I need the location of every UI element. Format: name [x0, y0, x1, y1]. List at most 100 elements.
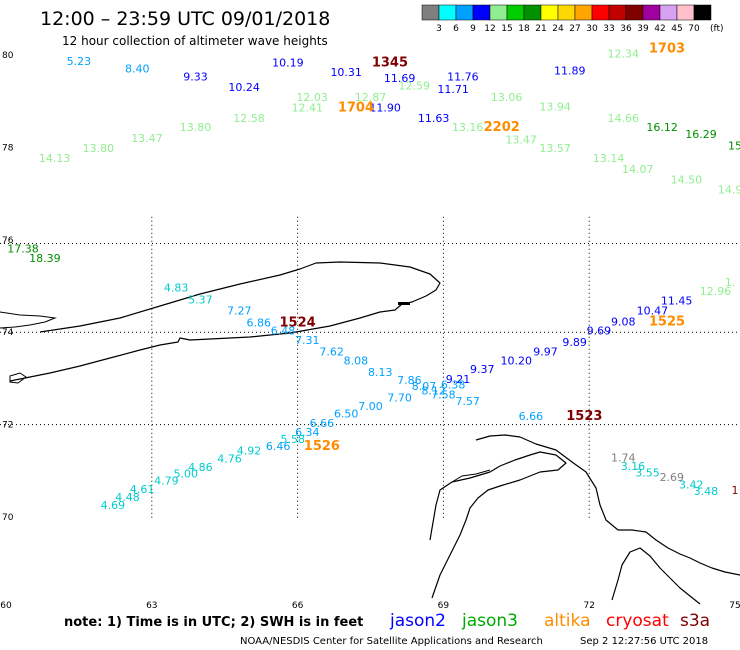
scale-label: 39	[637, 24, 649, 34]
wave-height-value: 7.58	[431, 389, 456, 402]
pass-time-label: 1524	[280, 316, 316, 331]
scale-label: 6	[453, 24, 459, 34]
wave-height-value: 3.16	[621, 460, 646, 473]
wave-height-value: 4.76	[217, 452, 242, 465]
wave-height-value: 13.06	[491, 91, 523, 104]
wave-height-value: 9.69	[587, 325, 612, 338]
pass-time-label: 1526	[304, 439, 340, 454]
wave-height-value: 6.34	[295, 426, 320, 439]
wave-height-value: 7.57	[455, 395, 480, 408]
wave-height-value: 5.37	[188, 294, 213, 307]
satellite-legend: jason2 jason3 altika cryosat s3a	[389, 611, 710, 631]
pass-time-label: 1704	[338, 100, 374, 115]
legend-entry-jason2: jason2	[389, 611, 446, 631]
wave-height-value: 16.12	[646, 121, 678, 134]
wave-height-value: 17.38	[7, 243, 39, 256]
pass-time-label: 1703	[649, 42, 685, 57]
wave-height-value: 3.48	[694, 485, 719, 498]
wave-height-value: 4.69	[101, 499, 126, 512]
wave-height-value: 11.69	[384, 72, 416, 85]
pass-time-label: 1525	[649, 314, 685, 329]
map-subtitle: 12 hour collection of altimeter wave hei…	[62, 34, 328, 48]
scale-unit: (ft)	[710, 24, 724, 34]
wave-height-value: 13.47	[505, 134, 537, 147]
wave-height-value: 12.87	[355, 91, 387, 104]
latitude-label: 74	[2, 328, 14, 338]
wave-height-value: 6.50	[334, 408, 359, 421]
coastline-yamal	[429, 451, 567, 599]
wave-height-value: 12.34	[607, 47, 639, 60]
scale-label: 21	[535, 24, 546, 34]
scale-swatch	[540, 4, 559, 21]
scale-swatch	[472, 4, 491, 21]
wave-height-value: 6.86	[246, 317, 271, 330]
wave-height-value: 14.50	[671, 173, 703, 186]
longitude-label: 63	[146, 601, 157, 611]
wave-height-value: 9.08	[611, 315, 636, 328]
wave-height-value: 6.66	[519, 410, 544, 423]
wave-height-value: 5.23	[67, 55, 92, 68]
wave-height-value: 8.40	[125, 63, 150, 76]
note-text: note: 1) Time is in UTC; 2) SWH is in fe…	[64, 615, 363, 630]
longitude-label: 60	[0, 601, 12, 611]
latitude-label: 78	[2, 143, 14, 153]
longitude-label: 72	[583, 601, 594, 611]
legend-entry-altika: altika	[544, 611, 591, 631]
scale-swatch	[659, 4, 678, 21]
wave-height-value: 1.74	[611, 452, 636, 465]
latitude-label: 72	[2, 421, 13, 431]
scale-swatch	[591, 4, 610, 21]
wave-height-value: 11.45	[661, 294, 693, 307]
wave-height-value: 4.48	[115, 491, 140, 504]
scale-swatch	[693, 4, 712, 21]
wave-height-value: 9.97	[533, 345, 558, 358]
wave-height-value: 6.38	[441, 379, 466, 392]
wave-height-value: 3.55	[635, 466, 660, 479]
latitude-label: 70	[2, 513, 14, 523]
scale-swatch	[421, 4, 440, 21]
scale-swatch	[574, 4, 593, 21]
longitude-label: 66	[292, 601, 304, 611]
scale-swatch	[642, 4, 661, 21]
coastline-novaya-zemlya-shoal	[0, 311, 57, 329]
wave-height-value: 10.20	[501, 355, 533, 368]
latitude-label: 76	[2, 236, 14, 246]
wave-height-value: 1	[732, 484, 739, 497]
latitude-labels: 80 78 76 74 72 70	[2, 51, 14, 523]
wave-height-value: 14.66	[607, 112, 639, 125]
wave-height-value: 7.27	[227, 305, 252, 318]
wave-height-observations: 5.23 8.40 9.33 10.19 10.31 11.69 11.76 11.89 10.…	[7, 47, 740, 512]
wave-height-value: 8.08	[344, 355, 369, 368]
wave-height-value: 11.90	[369, 101, 401, 114]
wave-height-value: 12.96	[700, 285, 732, 298]
wave-height-value: 9.89	[562, 336, 587, 349]
coastline-gulf-of-ob	[611, 547, 701, 605]
wave-height-value: 7.70	[387, 392, 412, 405]
scale-label: 36	[620, 24, 632, 34]
scale-swatch	[489, 4, 508, 21]
wave-height-value: 9.33	[183, 70, 208, 83]
scale-label: 45	[671, 24, 682, 34]
wave-height-value: 1.	[725, 276, 736, 289]
wave-height-value: 8.12	[421, 385, 446, 398]
scale-swatch	[455, 4, 474, 21]
wave-height-value: 10.19	[272, 57, 304, 70]
wave-height-value: 11.76	[447, 70, 479, 83]
wave-height-value: 10.31	[330, 66, 362, 79]
coastline-gydan	[475, 434, 740, 576]
scale-label: 15	[501, 24, 512, 34]
map-title: 12:00 – 23:59 UTC 09/01/2018	[40, 8, 330, 30]
wave-height-value: 10.47	[637, 305, 669, 318]
wave-height-value: 14.13	[39, 152, 71, 165]
wave-height-value: 12.59	[398, 80, 430, 93]
wave-height-value: 2.69	[660, 471, 685, 484]
scale-label: 24	[552, 24, 564, 34]
wave-height-value: 4.79	[154, 475, 179, 488]
footer-credit: NOAA/NESDIS Center for Satellite Applica…	[240, 636, 543, 647]
wave-height-value: 12.03	[296, 91, 328, 104]
wave-height-value: 3.42	[679, 478, 704, 491]
scale-label: 42	[654, 24, 665, 34]
wave-height-value: 10.24	[228, 81, 260, 94]
longitude-labels: 60 63 66 69 72 75	[0, 601, 740, 611]
